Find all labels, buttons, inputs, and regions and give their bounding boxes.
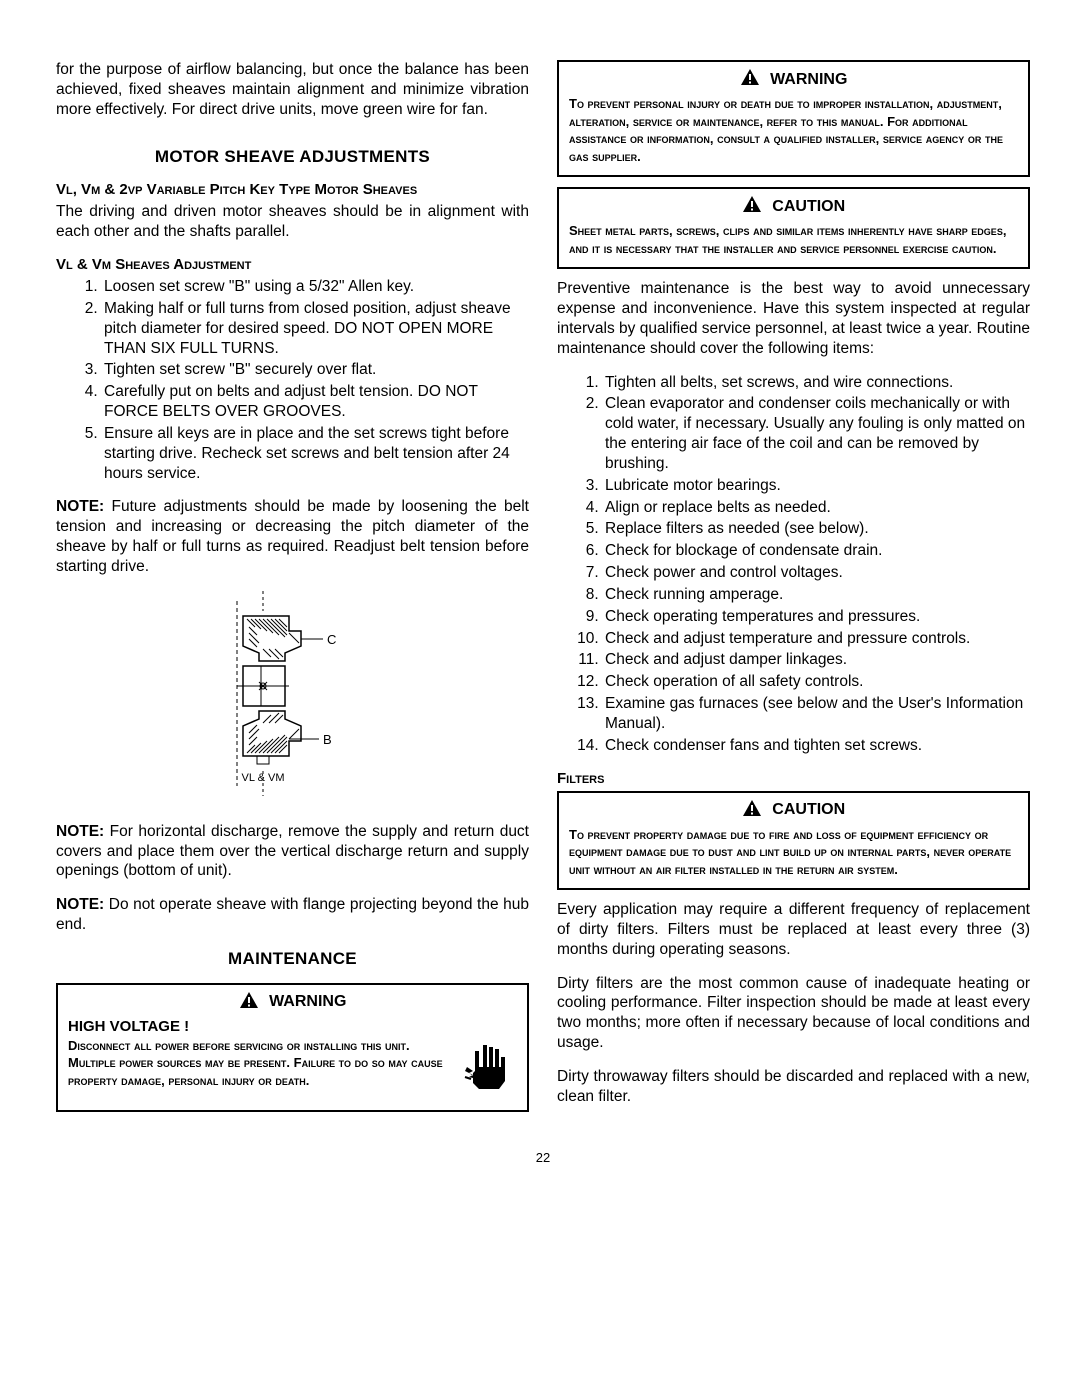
list-item: Check and adjust temperature and pressur…: [603, 629, 1030, 649]
warning-personal-injury: WARNING To prevent personal injury or de…: [557, 60, 1030, 177]
caution-title: CAUTION: [772, 198, 845, 216]
sub-heading-vl-vm-adjust: Vl & Vm Sheaves Adjustment: [56, 256, 529, 273]
warning-title: WARNING: [269, 993, 346, 1011]
list-item: Check condenser fans and tighten set scr…: [603, 736, 1030, 756]
sheave-diagram: C: [56, 591, 529, 806]
list-item: Align or replace belts as needed.: [603, 498, 1030, 518]
list-item: Ensure all keys are in place and the set…: [102, 424, 529, 483]
list-item: Check operation of all safety controls.: [603, 672, 1030, 692]
sub-heading-filters: Filters: [557, 770, 1030, 787]
page-number: 22: [56, 1150, 1030, 1165]
list-item: Check and adjust damper linkages.: [603, 650, 1030, 670]
caution-title-row: CAUTION: [569, 799, 1018, 822]
sheave-diagram-svg: C: [193, 591, 393, 801]
warning-title: WARNING: [770, 71, 847, 89]
list-item: Loosen set screw "B" using a 5/32" Allen…: [102, 277, 529, 297]
sub-heading-variable-pitch: Vl, Vm & 2vp Variable Pitch Key Type Mot…: [56, 181, 529, 198]
maintenance-steps: Tighten all belts, set screws, and wire …: [557, 373, 1030, 756]
note-horizontal-discharge: NOTE: For horizontal discharge, remove t…: [56, 822, 529, 881]
note-text: Do not operate sheave with flange projec…: [56, 896, 529, 933]
warning-triangle-icon: [239, 991, 259, 1014]
warning-hv-text: Disconnect all power before servicing or…: [68, 1037, 451, 1090]
warning-triangle-icon: [742, 195, 762, 218]
high-voltage-heading: HIGH VOLTAGE !: [68, 1018, 517, 1035]
list-item: Examine gas furnaces (see below and the …: [603, 694, 1030, 734]
warning-triangle-icon: [742, 799, 762, 822]
diagram-caption: VL & VM: [241, 772, 284, 784]
heading-motor-sheave: MOTOR SHEAVE ADJUSTMENTS: [56, 147, 529, 167]
note-label: NOTE:: [56, 896, 104, 913]
caution-title: CAUTION: [772, 801, 845, 819]
list-item: Check power and control voltages.: [603, 563, 1030, 583]
para-preventive-maintenance: Preventive maintenance is the best way t…: [557, 279, 1030, 358]
caution-text: Sheet metal parts, screws, clips and sim…: [569, 222, 1018, 257]
intro-paragraph: for the purpose of airflow balancing, bu…: [56, 60, 529, 119]
caution-filters: CAUTION To prevent property damage due t…: [557, 791, 1030, 891]
para-dirty-filters: Dirty filters are the most common cause …: [557, 974, 1030, 1053]
note-flange-projecting: NOTE: Do not operate sheave with flange …: [56, 895, 529, 935]
para-filter-frequency: Every application may require a differen…: [557, 900, 1030, 959]
diagram-label-c: C: [327, 632, 336, 647]
para-throwaway-filters: Dirty throwaway filters should be discar…: [557, 1067, 1030, 1107]
para-alignment: The driving and driven motor sheaves sho…: [56, 202, 529, 242]
caution-sharp-edges: CAUTION Sheet metal parts, screws, clips…: [557, 187, 1030, 269]
heading-maintenance: MAINTENANCE: [56, 949, 529, 969]
note-future-adjustments: NOTE: Future adjustments should be made …: [56, 497, 529, 576]
left-column: for the purpose of airflow balancing, bu…: [56, 60, 529, 1122]
list-item: Replace filters as needed (see below).: [603, 519, 1030, 539]
list-item: Tighten all belts, set screws, and wire …: [603, 373, 1030, 393]
right-column: WARNING To prevent personal injury or de…: [557, 60, 1030, 1122]
warning-triangle-icon: [740, 68, 760, 91]
hv-content: Disconnect all power before servicing or…: [68, 1037, 517, 1100]
caution-title-row: CAUTION: [569, 195, 1018, 218]
list-item: Carefully put on belts and adjust belt t…: [102, 382, 529, 422]
warning-title-row: WARNING: [68, 991, 517, 1014]
list-item: Tighten set screw "B" securely over flat…: [102, 360, 529, 380]
list-item: Lubricate motor bearings.: [603, 476, 1030, 496]
note-label: NOTE:: [56, 498, 104, 515]
note-text: Future adjustments should be made by loo…: [56, 498, 529, 574]
warning-high-voltage: WARNING HIGH VOLTAGE ! Disconnect all po…: [56, 983, 529, 1112]
caution-text: To prevent property damage due to fire a…: [569, 826, 1018, 879]
note-label: NOTE:: [56, 823, 104, 840]
diagram-label-b: B: [323, 732, 332, 747]
list-item: Clean evaporator and condenser coils mec…: [603, 394, 1030, 473]
list-item: Check operating temperatures and pressur…: [603, 607, 1030, 627]
list-item: Check running amperage.: [603, 585, 1030, 605]
list-item: Making half or full turns from closed po…: [102, 299, 529, 358]
warning-text: To prevent personal injury or death due …: [569, 95, 1018, 165]
note-text: For horizontal discharge, remove the sup…: [56, 823, 529, 880]
list-item: Check for blockage of condensate drain.: [603, 541, 1030, 561]
page-columns: for the purpose of airflow balancing, bu…: [56, 60, 1030, 1122]
adjustment-steps: Loosen set screw "B" using a 5/32" Allen…: [56, 277, 529, 483]
electric-hand-icon: [459, 1037, 517, 1100]
warning-title-row: WARNING: [569, 68, 1018, 91]
